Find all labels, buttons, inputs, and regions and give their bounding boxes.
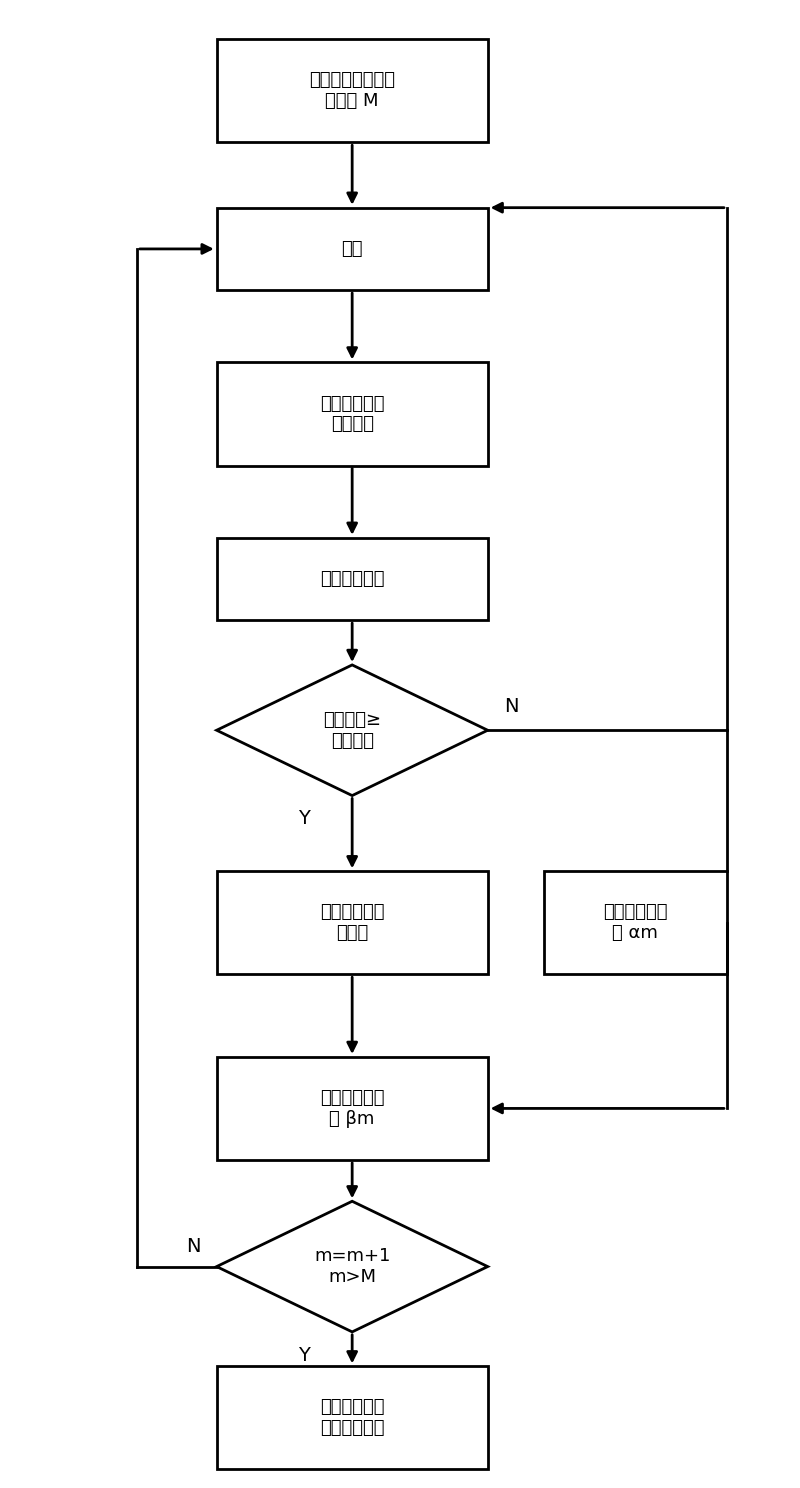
Text: N: N bbox=[504, 698, 518, 717]
Text: N: N bbox=[186, 1237, 201, 1256]
Text: 采集开始，设定循
环次数 M: 采集开始，设定循 环次数 M bbox=[309, 71, 395, 110]
Polygon shape bbox=[217, 665, 488, 796]
Text: 综合计算瞬发
中子衰减常数: 综合计算瞬发 中子衰减常数 bbox=[320, 1399, 385, 1437]
FancyBboxPatch shape bbox=[217, 208, 488, 290]
Text: 采集块数≥
设定阈值: 采集块数≥ 设定阈值 bbox=[323, 711, 382, 750]
FancyBboxPatch shape bbox=[217, 537, 488, 620]
FancyBboxPatch shape bbox=[217, 1366, 488, 1470]
FancyBboxPatch shape bbox=[543, 870, 727, 975]
Text: 计算每一块的
相关函数: 计算每一块的 相关函数 bbox=[320, 394, 385, 433]
FancyBboxPatch shape bbox=[217, 870, 488, 975]
FancyBboxPatch shape bbox=[217, 363, 488, 466]
Polygon shape bbox=[217, 1201, 488, 1332]
FancyBboxPatch shape bbox=[217, 39, 488, 143]
Text: m=m+1
m>M: m=m+1 m>M bbox=[314, 1247, 390, 1286]
Text: Y: Y bbox=[298, 809, 310, 829]
Text: Y: Y bbox=[298, 1345, 310, 1364]
Text: 相关拟合法计
算 αm: 相关拟合法计 算 αm bbox=[603, 903, 667, 942]
Text: 计算功率谱密
度函数: 计算功率谱密 度函数 bbox=[320, 903, 385, 942]
Text: 转折频率法计
算 βm: 转折频率法计 算 βm bbox=[320, 1089, 385, 1128]
Text: 相关函数求和: 相关函数求和 bbox=[320, 570, 385, 588]
Text: 分块: 分块 bbox=[342, 240, 363, 257]
FancyBboxPatch shape bbox=[217, 1056, 488, 1161]
